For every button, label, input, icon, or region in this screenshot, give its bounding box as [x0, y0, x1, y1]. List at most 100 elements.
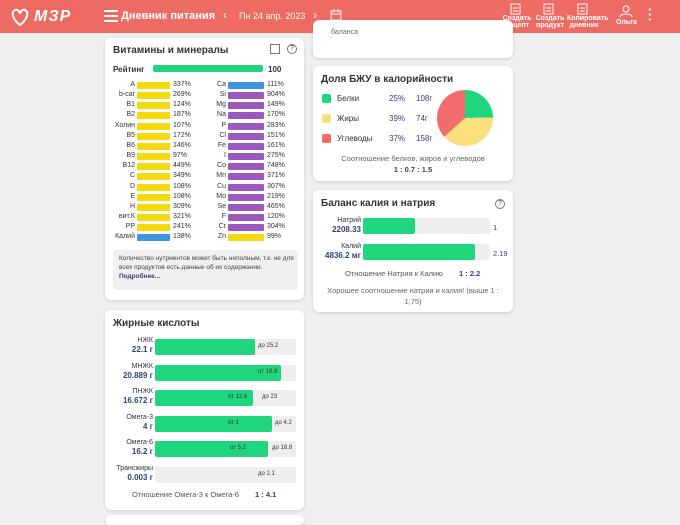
action-button[interactable]: Создать продукт [535, 15, 565, 29]
balance-top-card: баланса [313, 20, 513, 58]
acid-amount: 16.672 г [122, 396, 153, 406]
prev-day[interactable]: ‹ [223, 8, 227, 22]
bju-card: Доля БЖУ в калорийности Белки 25% 108г Жиры 3… [313, 66, 513, 181]
acid-name: МНЖК [131, 362, 153, 370]
nutrient-percent: 904% [267, 91, 285, 99]
acid-amount: 0.003 г [127, 473, 153, 482]
action-button[interactable]: Создать рецепт [502, 15, 532, 29]
note-link[interactable]: Подробнее... [119, 273, 161, 280]
acid-fill [155, 441, 268, 458]
table-icon[interactable] [270, 44, 280, 54]
nutrient-name: B5 [126, 131, 135, 139]
nutrient-bar [137, 193, 170, 201]
nutrient-percent: 304% [267, 223, 285, 231]
nutrient-percent: 187% [173, 111, 191, 119]
element-value: 2.19 [493, 249, 508, 258]
macro-percent: 37% [389, 134, 406, 143]
nutrient-percent: 149% [267, 101, 285, 109]
nutrient-name: Co [217, 162, 226, 170]
nutrient-bar [228, 163, 264, 171]
element-amount: 4836.2 мг [325, 251, 361, 260]
nutrient-bar [228, 112, 264, 120]
acid-name: НЖК [137, 337, 153, 344]
page-title: Дневник питания [121, 10, 216, 22]
acid-max: до 18.8 [272, 445, 293, 452]
nutrient-bar [137, 213, 170, 221]
nutrient-name: E [130, 192, 135, 200]
nutrient-bar [228, 132, 264, 140]
nutrient-bar [228, 193, 264, 201]
nutrient-bar [228, 183, 264, 191]
ratio-label: Отношение Омега-3 к Омега-6 [132, 490, 239, 499]
nutrient-bar [228, 224, 264, 232]
nutrient-percent: 107% [173, 121, 191, 129]
nutrient-percent: 120% [267, 212, 285, 220]
nutrient-percent: 321% [173, 212, 191, 220]
nutrient-percent: 161% [267, 141, 285, 149]
macro-name: Углеводы [337, 134, 373, 143]
nutrient-bar [228, 153, 264, 161]
nutrient-name: H [129, 202, 135, 210]
nutrient-bar [228, 142, 264, 150]
nutrient-percent: 99% [267, 233, 282, 241]
nutrient-percent: 748% [267, 162, 285, 170]
logo[interactable]: МЗР [34, 8, 72, 25]
nutrient-name: Se [217, 202, 226, 210]
action-icon[interactable] [577, 3, 589, 15]
nutrient-percent: 465% [267, 202, 285, 210]
element-fill [363, 218, 415, 234]
pie-slice [444, 117, 493, 146]
acid-name: Омега-3 [126, 413, 153, 421]
date[interactable]: Пн 24 апр. 2023 [239, 11, 306, 21]
nutrient-bar [137, 163, 170, 171]
help-icon[interactable]: ? [287, 44, 297, 54]
more-menu[interactable]: · · · [648, 2, 653, 27]
acid-max: до 4.2 [275, 419, 292, 426]
acid-min: от 12.6 [228, 394, 248, 401]
nutrient-bar [137, 183, 170, 191]
action-icon[interactable] [543, 3, 555, 15]
ratio-value: 1 : 2.2 [459, 269, 481, 278]
nutrient-name: B6 [126, 141, 135, 149]
nutrient-name: Mg [216, 101, 226, 109]
element-fill [363, 244, 475, 260]
nutrient-percent: 151% [267, 131, 285, 139]
nutrient-percent: 337% [173, 81, 191, 88]
nutrient-percent: 449% [173, 162, 191, 170]
nutrient-name: B2 [126, 111, 135, 119]
action-button[interactable]: Копировать дневник [567, 15, 609, 29]
card-title: Витамины и минералы [113, 45, 229, 56]
nutrient-name: A [130, 81, 135, 88]
acid-amount: 22.1 г [131, 345, 153, 354]
macro-name: Жиры [337, 114, 360, 123]
nutrient-percent: 307% [267, 182, 285, 190]
legend-swatch [322, 134, 331, 143]
rating-label: Рейтинг [113, 65, 145, 74]
macro-name: Белки [337, 94, 360, 103]
acid-max: до 2.1 [258, 471, 275, 477]
nutrient-percent: 111% [267, 81, 284, 88]
pie-slice [465, 90, 493, 118]
nutrient-percent: 108% [173, 182, 191, 190]
next-day[interactable]: › [313, 8, 317, 22]
action-icon[interactable] [510, 3, 522, 15]
help-icon[interactable]: ? [495, 199, 505, 209]
nutrient-name: Si [219, 91, 226, 99]
ratio-value: 1 : 0.7 : 1.5 [393, 165, 433, 174]
nutrient-percent: 124% [173, 101, 191, 109]
nutrient-name: B12 [122, 162, 135, 170]
menu-icon[interactable] [104, 10, 118, 22]
nutrient-name: C [129, 172, 135, 180]
user-name[interactable]: Ольга [616, 19, 637, 26]
nutrient-name: вит.К [118, 212, 135, 220]
rating-bar [153, 65, 263, 72]
note-box: Количество нутриентов может быть неполны… [113, 250, 298, 290]
user-icon[interactable] [619, 5, 633, 17]
rating-value: 100 [268, 65, 282, 74]
acid-max: до 25.2 [258, 343, 279, 349]
nutrient-bar [137, 82, 170, 89]
legend-swatch [322, 114, 331, 123]
nutrient-bar [137, 102, 170, 110]
nutrient-bar [137, 142, 170, 150]
acid-amount: 16.2 г [131, 447, 153, 457]
